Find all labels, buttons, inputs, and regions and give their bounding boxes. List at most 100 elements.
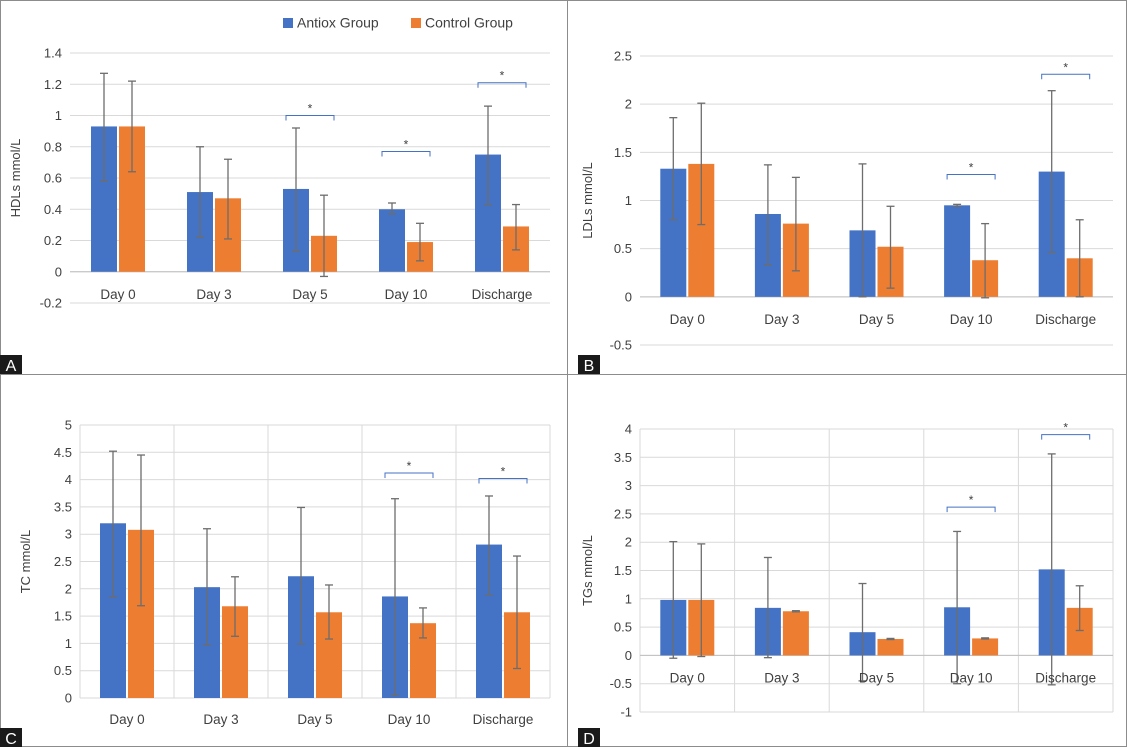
significance-bracket (946, 506, 996, 513)
error-bar (1047, 90, 1056, 254)
error-bar (100, 72, 108, 182)
y-tick-label: 2.5 (54, 554, 72, 569)
chart-panel-b: -0.5 0 0.5 1 1.5 2 2.5 Day 0 Day 3 Day 5 Day 10 Dis… (578, 49, 1113, 375)
x-tick-label: Discharge (1035, 670, 1096, 685)
y-tick-label: -1 (620, 705, 632, 720)
y-tick-label: 4 (625, 422, 632, 437)
bar-control (877, 638, 904, 656)
y-tick-label: 1 (65, 636, 72, 651)
y-tick-label: 5 (65, 418, 72, 433)
significance-star: * (308, 102, 313, 116)
bar-control (782, 611, 809, 656)
error-bar (669, 540, 678, 659)
y-tick-label: 2 (625, 97, 632, 112)
error-bar (231, 576, 239, 637)
y-axis-title: TGs mmol/L (580, 535, 595, 606)
x-tick-label: Day 5 (859, 312, 894, 327)
panel-label: A (6, 358, 17, 375)
error-bar (325, 584, 333, 640)
y-tick-label: 2.5 (614, 49, 632, 64)
y-tick-label: 3.5 (54, 499, 72, 514)
panel-label: D (583, 731, 595, 747)
error-bar (858, 163, 867, 298)
significance-marker: * (1041, 60, 1091, 80)
legend-label-control: Control Group (425, 15, 513, 31)
panel-label: B (584, 358, 595, 375)
significance-star: * (1063, 421, 1068, 435)
y-tick-label: 0.5 (614, 241, 632, 256)
x-tick-label: Day 0 (109, 712, 144, 727)
error-bar (981, 222, 990, 299)
significance-bracket (285, 115, 335, 121)
x-tick-label: Day 0 (100, 287, 135, 302)
y-tick-label: 2 (65, 581, 72, 596)
y-tick-label: 1.5 (54, 609, 72, 624)
error-bar (697, 543, 706, 658)
y-tick-label: 0.2 (44, 233, 62, 248)
x-tick-label: Discharge (472, 287, 533, 302)
error-bar (697, 102, 706, 226)
y-tick-label: 1 (55, 108, 62, 123)
error-bar (416, 222, 424, 262)
error-bar (953, 530, 962, 685)
significance-bracket (381, 150, 431, 157)
y-axis-title: TC mmol/L (18, 530, 33, 594)
y-tick-label: -0.5 (610, 338, 632, 353)
error-bar (137, 454, 145, 607)
panel-label-badge (0, 728, 22, 747)
error-bar (1075, 585, 1084, 632)
y-tick-label: 1.4 (44, 46, 62, 61)
bar-control (972, 638, 999, 656)
significance-bracket (1041, 73, 1091, 80)
significance-bracket (478, 478, 528, 484)
error-bar (1047, 453, 1056, 686)
bar-antiox (379, 209, 405, 272)
chart-panel-d: -1 -0.5 0 0.5 1 1.5 2 2.5 3 3.5 4 Day 0 Day 3 Day 5 Da… (578, 421, 1114, 747)
significance-star: * (500, 69, 505, 83)
x-tick-label: Day 3 (203, 712, 238, 727)
y-tick-label: 1.5 (614, 563, 632, 578)
error-bar (791, 610, 800, 613)
x-tick-label: Day 10 (950, 670, 993, 685)
significance-star: * (404, 137, 409, 151)
error-bar (763, 556, 772, 659)
significance-marker: * (946, 493, 996, 513)
x-tick-label: Day 0 (670, 312, 705, 327)
x-tick-label: Discharge (473, 712, 534, 727)
x-tick-label: Day 0 (670, 670, 705, 685)
x-tick-label: Day 10 (385, 287, 428, 302)
y-tick-label: -0.2 (40, 296, 62, 311)
x-tick-label: Day 5 (297, 712, 332, 727)
error-bar (513, 555, 521, 670)
y-tick-label: 0.8 (44, 139, 62, 154)
significance-star: * (407, 459, 412, 473)
error-bar (886, 205, 895, 289)
y-tick-label: 2 (625, 535, 632, 550)
significance-bracket (1041, 434, 1091, 440)
legend-swatch-antiox (283, 18, 293, 28)
y-axis-title: LDLs mmol/L (580, 162, 595, 239)
y-tick-label: 1 (625, 193, 632, 208)
significance-marker: * (381, 137, 431, 157)
error-bar (224, 158, 232, 240)
y-tick-label: 4 (65, 472, 72, 487)
error-bar (763, 164, 772, 266)
panel-label-badge (578, 355, 600, 375)
significance-marker: * (285, 102, 335, 121)
error-bar (485, 495, 493, 596)
error-bar (292, 127, 300, 253)
legend-swatch-control (411, 18, 421, 28)
error-bar (203, 528, 211, 646)
y-tick-label: 0 (625, 289, 632, 304)
error-bar (981, 637, 990, 640)
significance-star: * (1063, 60, 1068, 74)
error-bar (388, 202, 396, 215)
x-tick-label: Day 3 (764, 312, 799, 327)
x-tick-label: Day 5 (292, 287, 327, 302)
legend-label-antiox: Antiox Group (297, 15, 379, 31)
y-tick-label: 0.6 (44, 171, 62, 186)
y-tick-label: 0.4 (44, 202, 62, 217)
